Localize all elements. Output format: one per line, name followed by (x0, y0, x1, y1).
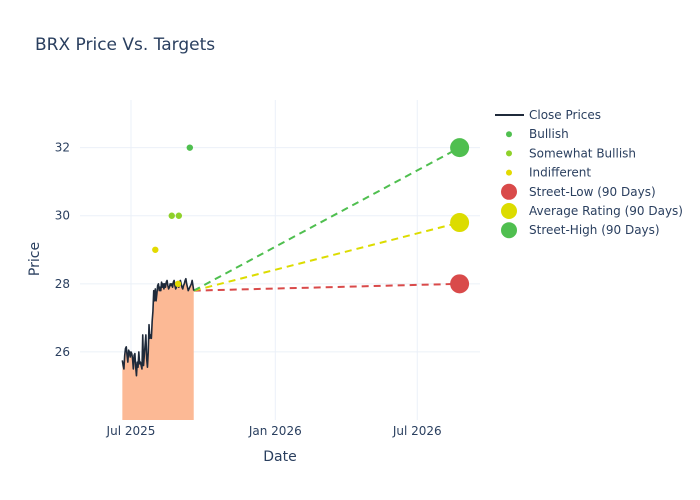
legend[interactable]: Close Prices Bullish Somewhat Bullish Indif… (495, 108, 683, 239)
y-tick-label: 32 (55, 141, 70, 155)
target-endpoint-marker (450, 138, 470, 158)
rating-point (152, 246, 159, 253)
legend-label: Average Rating (90 Days) (529, 204, 683, 218)
y-tick-label: 26 (55, 345, 70, 359)
rating-point (168, 212, 175, 219)
target-line (193, 146, 461, 292)
close-price-area (122, 278, 194, 420)
close-price-line (121, 277, 195, 377)
close-price-series (121, 277, 195, 377)
rating-point (186, 144, 194, 151)
axis-ticks: 26 28 30 32 Jul 2025 Jan 2026 Jul 2026 (55, 141, 442, 438)
target-endpoint-marker (450, 274, 470, 294)
legend-label: Street-Low (90 Days) (529, 185, 656, 199)
legend-dot-swatch (506, 169, 512, 176)
rating-point (175, 212, 183, 219)
chart-title: BRX Price Vs. Targets (35, 35, 215, 55)
legend-label: Bullish (529, 127, 569, 141)
analyst-rating-points (152, 144, 194, 288)
target-endpoint-marker (450, 213, 470, 233)
y-axis-title: Price (27, 242, 43, 276)
legend-marker-swatch (501, 183, 517, 200)
x-tick-label: Jul 2026 (392, 424, 442, 438)
x-axis-title: Date (263, 449, 296, 465)
rating-point (174, 280, 182, 288)
target-line (193, 221, 460, 292)
legend-label: Street-High (90 Days) (529, 223, 660, 237)
legend-marker-swatch (501, 222, 517, 239)
target-line (193, 282, 460, 292)
legend-label: Close Prices (529, 108, 601, 122)
y-tick-label: 28 (55, 277, 70, 291)
legend-dot-swatch (506, 131, 512, 138)
legend-label: Somewhat Bullish (529, 146, 636, 160)
x-tick-label: Jul 2025 (106, 424, 156, 438)
grid (80, 100, 480, 420)
target-endpoints (450, 138, 470, 294)
legend-dot-swatch (506, 150, 512, 157)
close-price-fill (122, 278, 194, 420)
x-tick-label: Jan 2026 (248, 424, 302, 438)
target-lines (193, 146, 461, 292)
y-tick-label: 30 (55, 209, 70, 223)
legend-marker-swatch (501, 203, 517, 219)
legend-label: Indifferent (529, 166, 591, 180)
